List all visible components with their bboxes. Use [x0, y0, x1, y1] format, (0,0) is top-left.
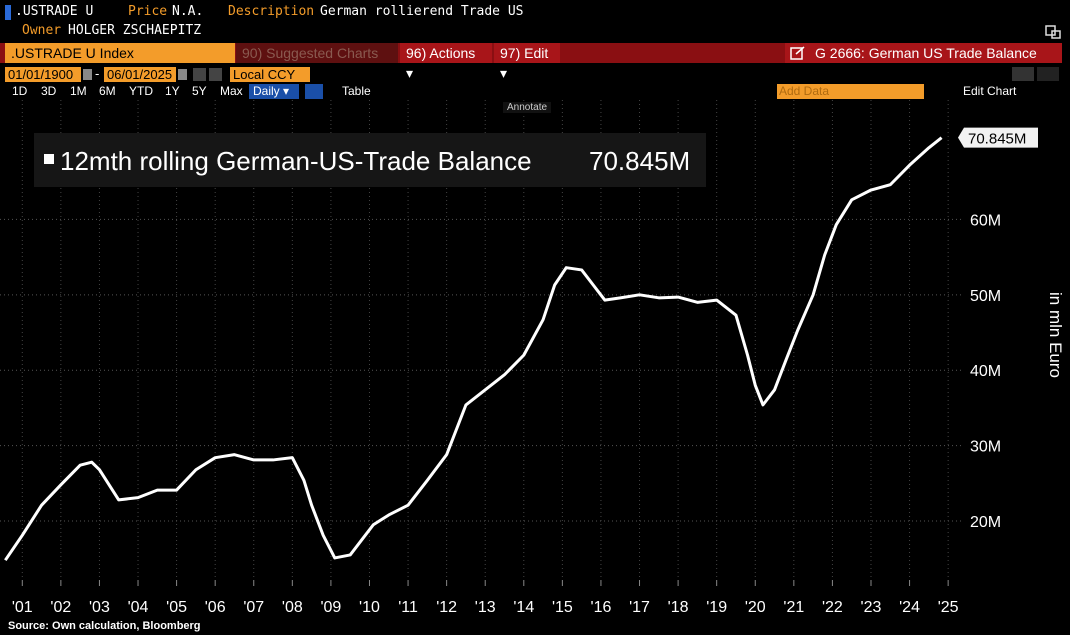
- legend-swatch: [44, 154, 54, 164]
- x-tick-label: '08: [282, 599, 303, 616]
- y-axis-label: in mln Euro: [1046, 292, 1065, 378]
- x-tick-label: '09: [320, 599, 341, 616]
- x-tick-label: '17: [629, 599, 650, 616]
- chart-id: G 2666: German US Trade Balance: [785, 43, 1062, 63]
- x-tick-label: '15: [552, 599, 573, 616]
- x-tick-label: '10: [359, 599, 380, 616]
- next-button[interactable]: [209, 68, 222, 81]
- x-tick-label: '04: [128, 599, 149, 616]
- security-field[interactable]: .USTRADE U Index: [5, 43, 235, 63]
- edit-menu[interactable]: 97) Edit ▾: [494, 43, 560, 81]
- legend-value: 70.845M: [589, 146, 690, 176]
- y-tick-label: 50M: [970, 288, 1001, 305]
- suggested-charts[interactable]: 90) Suggested Charts: [236, 43, 398, 63]
- x-tick-label: '11: [398, 599, 418, 616]
- undo-button[interactable]: [1012, 67, 1034, 81]
- x-tick-label: '03: [89, 599, 110, 616]
- table-button[interactable]: Table: [342, 84, 371, 98]
- y-tick-label: 30M: [970, 439, 1001, 456]
- start-date[interactable]: 01/01/1900: [5, 67, 81, 82]
- x-tick-label: '22: [822, 599, 843, 616]
- period-button[interactable]: 3D: [41, 84, 57, 98]
- source-note: Source: Own calculation, Bloomberg: [8, 620, 201, 632]
- period-button[interactable]: 1M: [70, 84, 87, 98]
- prev-button[interactable]: [193, 68, 206, 81]
- last-value-label: 70.845M: [968, 131, 1026, 148]
- calendar-button[interactable]: [83, 69, 92, 80]
- description-label: Description: [228, 4, 315, 19]
- frequency[interactable]: Daily ▾: [249, 84, 299, 99]
- calendar-button[interactable]: [178, 69, 187, 80]
- popout-icon[interactable]: [1044, 24, 1062, 40]
- data-line: [4, 136, 943, 562]
- x-tick-label: '23: [861, 599, 882, 616]
- x-tick-label: '01: [12, 599, 33, 616]
- edit-chart[interactable]: Edit Chart: [963, 84, 1017, 98]
- redo-button[interactable]: [1037, 67, 1059, 81]
- ticker: .USTRADE U: [15, 4, 94, 19]
- x-tick-label: '06: [205, 599, 226, 616]
- x-tick-label: '02: [50, 599, 71, 616]
- x-tick-label: '20: [745, 599, 766, 616]
- ticker-marker: [5, 5, 11, 20]
- y-tick-label: 40M: [970, 363, 1001, 380]
- x-tick-label: '21: [783, 599, 804, 616]
- grid: [0, 100, 962, 578]
- end-date[interactable]: 06/01/2025: [104, 67, 176, 82]
- price: N.A.: [172, 4, 204, 19]
- annotate-button[interactable]: Annotate: [503, 102, 552, 113]
- last-value-tag: [958, 127, 1038, 148]
- period-button[interactable]: 1Y: [165, 84, 180, 98]
- x-tick-label: '25: [938, 599, 959, 616]
- owner: HOLGER ZSCHAEPITZ: [68, 23, 202, 38]
- owner-label: Owner: [22, 23, 62, 38]
- period-button[interactable]: 5Y: [192, 84, 207, 98]
- period-button[interactable]: 1D: [12, 84, 28, 98]
- date-separator: -: [95, 66, 100, 81]
- y-tick-label: 20M: [970, 514, 1001, 531]
- legend-box: [34, 133, 706, 187]
- period-button[interactable]: Max: [220, 84, 243, 98]
- add-data[interactable]: Add Data: [777, 84, 924, 99]
- period-button[interactable]: YTD: [129, 84, 153, 98]
- x-tick-label: '19: [706, 599, 727, 616]
- x-tick-label: '18: [668, 599, 689, 616]
- x-tick-label: '05: [166, 599, 187, 616]
- x-tick-label: '12: [436, 599, 457, 616]
- x-tick-label: '13: [475, 599, 496, 616]
- y-tick-label: 60M: [970, 212, 1001, 229]
- period-button[interactable]: 6M: [99, 84, 116, 98]
- launch-icon[interactable]: [790, 46, 806, 60]
- currency[interactable]: Local CCY: [230, 67, 310, 82]
- toolbar: .USTRADE U Index 90) Suggested Charts 96…: [0, 43, 1062, 81]
- x-tick-label: '14: [513, 599, 534, 616]
- price-label: Price: [128, 4, 168, 19]
- x-tick-label: '07: [243, 599, 264, 616]
- x-tick-label: '24: [899, 599, 920, 616]
- chart-type-button[interactable]: [305, 84, 323, 99]
- legend-label: 12mth rolling German-US-Trade Balance: [60, 146, 532, 176]
- x-tick-label: '16: [591, 599, 612, 616]
- actions-menu[interactable]: 96) Actions ▾: [400, 43, 492, 81]
- description: German rollierend Trade US: [320, 4, 524, 19]
